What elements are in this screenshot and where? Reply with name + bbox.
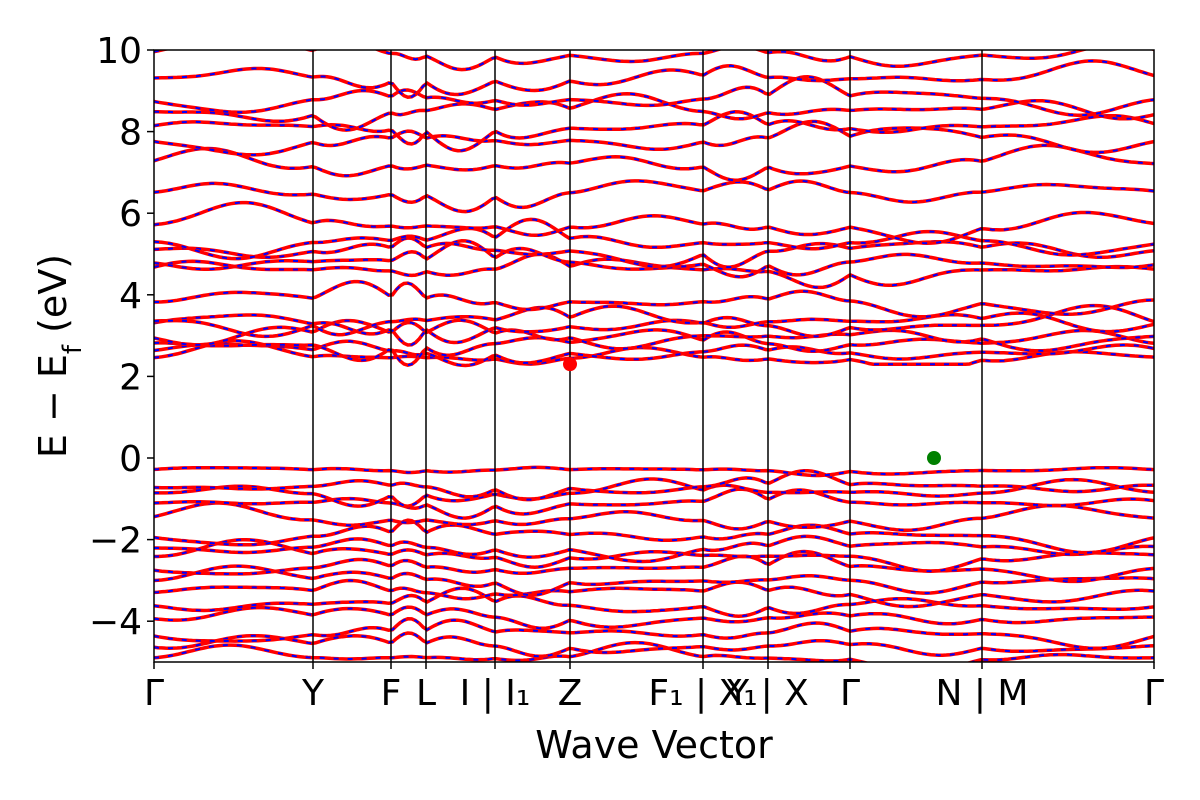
band-line-red [154, 518, 1154, 555]
band-line-red [154, 487, 1154, 520]
band-line-blue [154, 92, 1154, 132]
y-tick-label: −4 [89, 602, 142, 643]
y-tick-label: 10 [96, 31, 142, 72]
x-tick-label: N | M [935, 673, 1028, 714]
band-line-red [154, 59, 1154, 99]
x-tick-label: Z [558, 673, 583, 714]
band-line-red [154, 477, 1154, 508]
kpoint-divider-lines [312, 50, 983, 662]
band-line-blue [154, 538, 1154, 573]
band-line-red [154, 200, 1154, 245]
band-line-red [154, 586, 1154, 618]
band-line-red [154, 537, 1154, 573]
x-tick-label: Y | X [726, 673, 809, 714]
y-axis-label-sub: f [58, 344, 88, 354]
y-axis-label-main: E − E [31, 354, 75, 458]
band-line-blue [154, 631, 1154, 658]
band-line-red [154, 50, 1154, 72]
band-line-blue [154, 120, 1154, 156]
band-line-red [154, 465, 1154, 478]
y-axis-label-unit: (eV) [31, 254, 75, 345]
band-line-blue [154, 144, 1154, 182]
band-line-blue [154, 339, 1154, 366]
x-tick-label: Γ [840, 673, 860, 714]
band-line-blue [154, 305, 1154, 338]
band-line-blue [154, 606, 1154, 630]
band-line-red [154, 501, 1154, 532]
band-line-blue [154, 550, 1154, 583]
x-tick-label: L [416, 673, 436, 714]
y-axis-ticks: 10 8 6 4 2 0 −2 −4 [89, 31, 154, 643]
band-line-blue [154, 50, 1154, 71]
band-line-blue [154, 201, 1154, 245]
band-line-blue [154, 469, 1154, 501]
band-line-red [154, 252, 1154, 290]
band-line-blue [154, 75, 1154, 117]
band-line-red [154, 617, 1154, 651]
band-line-blue [154, 565, 1154, 597]
band-line-red [154, 279, 1154, 319]
band-line-blue [154, 535, 1154, 563]
band-line-red [154, 179, 1154, 214]
y-tick-label: 4 [119, 276, 142, 317]
band-line-red [154, 75, 1154, 117]
y-tick-label: −2 [89, 521, 142, 562]
band-line-blue [154, 236, 1154, 269]
x-axis-label: Wave Vector [535, 723, 773, 767]
band-line-red [154, 110, 1154, 153]
x-tick-label: Γ [1144, 673, 1164, 714]
x-tick-label: Y [301, 673, 325, 714]
y-tick-label: 8 [119, 113, 142, 154]
band-line-blue [154, 218, 1154, 260]
band-line-blue [154, 280, 1154, 318]
band-line-blue [154, 641, 1154, 662]
y-tick-label: 2 [119, 357, 142, 398]
y-axis-label: E − Ef (eV) [31, 254, 88, 458]
band-line-red [154, 328, 1154, 368]
y-tick-label: 6 [119, 194, 142, 235]
band-line-blue [154, 502, 1154, 532]
cbm-marker [563, 357, 577, 372]
band-line-blue [154, 239, 1154, 278]
band-line-blue [154, 179, 1154, 213]
plot-frame [153, 49, 1155, 663]
band-line-red [154, 303, 1154, 347]
band-line-red [154, 469, 1154, 502]
y-tick-label: 0 [119, 439, 142, 480]
x-tick-label: Γ [144, 673, 164, 714]
band-line-blue [154, 579, 1154, 608]
x-tick-label: I | I₁ [460, 673, 531, 714]
band-line-blue [154, 59, 1154, 99]
band-lines [154, 50, 1154, 662]
x-tick-label: F [381, 673, 402, 714]
x-tick-label: F₁ | X₁ [648, 673, 757, 714]
vbm-marker [927, 451, 941, 465]
band-edge-markers [563, 357, 941, 465]
